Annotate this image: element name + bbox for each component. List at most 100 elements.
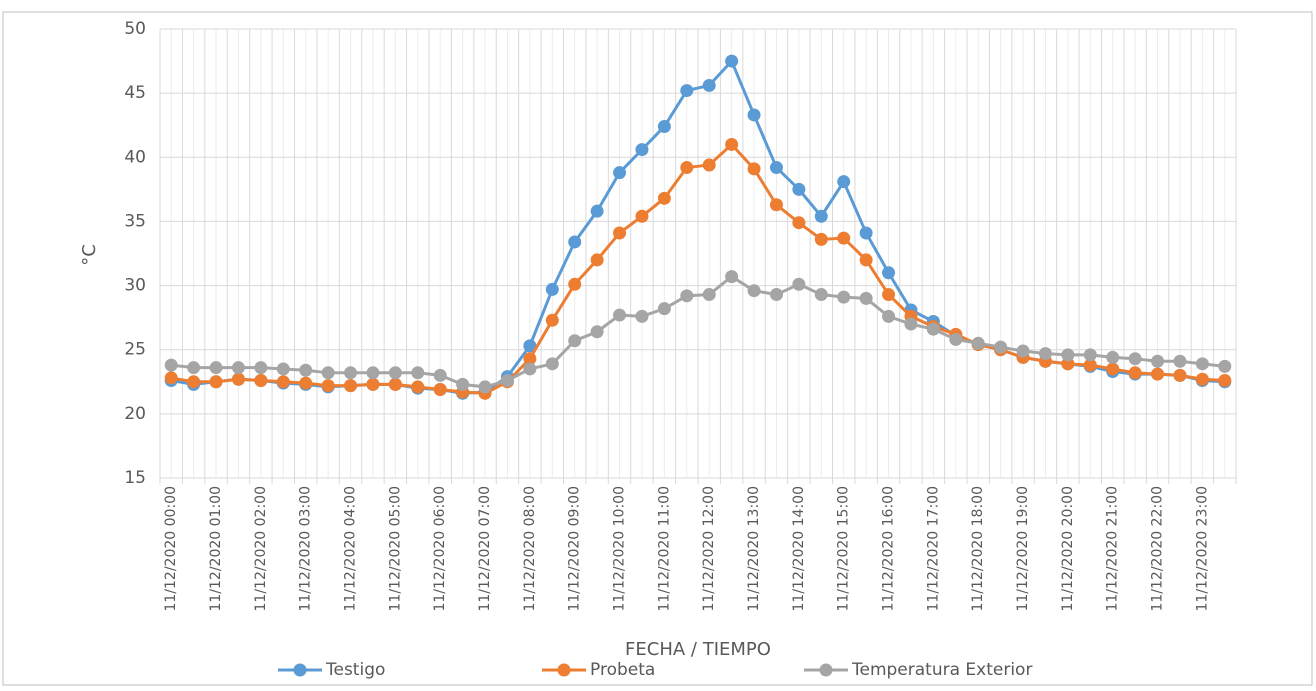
point-marker <box>1061 357 1075 371</box>
point-marker <box>837 175 851 189</box>
point-marker <box>388 377 402 391</box>
point-marker <box>859 226 873 240</box>
point-marker <box>590 325 604 339</box>
y-axis-title: °C <box>79 244 100 266</box>
point-marker <box>702 78 716 92</box>
legend-label: Temperatura Exterior <box>851 660 1032 680</box>
x-tick-label: 11/12/2020 22:00 <box>1150 486 1166 612</box>
point-marker <box>231 361 245 375</box>
point-marker <box>568 334 582 348</box>
point-marker <box>344 366 358 380</box>
point-marker <box>187 375 201 389</box>
x-tick-label: 11/12/2020 03:00 <box>298 486 314 612</box>
point-marker <box>882 288 896 302</box>
x-tick-label: 11/12/2020 14:00 <box>791 486 807 612</box>
point-marker <box>792 182 806 196</box>
point-marker <box>209 361 223 375</box>
x-tick-label: 11/12/2020 23:00 <box>1194 486 1210 612</box>
point-marker <box>702 288 716 302</box>
point-marker <box>231 372 245 386</box>
legend-label: Probeta <box>590 660 655 680</box>
point-marker <box>545 313 559 327</box>
point-marker <box>1128 366 1142 380</box>
x-tick-label: 11/12/2020 20:00 <box>1060 486 1076 612</box>
point-marker <box>635 209 649 223</box>
point-marker <box>1173 368 1187 382</box>
point-marker <box>1106 362 1120 376</box>
point-marker <box>276 375 290 389</box>
x-tick-label: 11/12/2020 21:00 <box>1105 486 1121 612</box>
point-marker <box>769 288 783 302</box>
x-tick-label: 11/12/2020 15:00 <box>836 486 852 612</box>
y-tick-label: 20 <box>124 404 146 424</box>
point-marker <box>994 340 1008 354</box>
point-marker <box>500 374 514 388</box>
point-marker <box>613 308 627 322</box>
point-marker <box>209 375 223 389</box>
x-tick-label: 11/12/2020 04:00 <box>343 486 359 612</box>
point-marker <box>725 137 739 151</box>
point-marker <box>657 302 671 316</box>
point-marker <box>680 84 694 98</box>
point-marker <box>411 366 425 380</box>
point-marker <box>657 119 671 133</box>
point-marker <box>299 363 313 377</box>
point-marker <box>321 379 335 393</box>
point-marker <box>792 216 806 230</box>
point-marker <box>366 377 380 391</box>
point-marker <box>545 357 559 371</box>
point-marker <box>590 204 604 218</box>
point-marker <box>1083 348 1097 362</box>
point-marker <box>523 352 537 366</box>
x-tick-label: 11/12/2020 07:00 <box>477 486 493 612</box>
x-tick-label: 11/12/2020 19:00 <box>1015 486 1031 612</box>
point-marker <box>792 277 806 291</box>
x-tick-label: 11/12/2020 10:00 <box>612 486 628 612</box>
point-marker <box>949 332 963 346</box>
x-tick-label: 11/12/2020 13:00 <box>746 486 762 612</box>
point-marker <box>523 362 537 376</box>
point-marker <box>769 198 783 212</box>
point-marker <box>187 361 201 375</box>
point-marker <box>164 358 178 372</box>
x-axis-title: FECHA / TIEMPO <box>625 639 771 660</box>
point-marker <box>366 366 380 380</box>
point-marker <box>590 253 604 267</box>
point-marker <box>545 282 559 296</box>
point-marker <box>388 366 402 380</box>
x-tick-label: 11/12/2020 05:00 <box>387 486 403 612</box>
x-tick-label: 11/12/2020 17:00 <box>925 486 941 612</box>
point-marker <box>680 161 694 175</box>
point-marker <box>321 366 335 380</box>
point-marker <box>837 231 851 245</box>
point-marker <box>725 54 739 68</box>
x-tick-label: 11/12/2020 02:00 <box>253 486 269 612</box>
point-marker <box>456 377 470 391</box>
point-marker <box>299 376 313 390</box>
point-marker <box>747 162 761 176</box>
legend-label: Testigo <box>325 660 385 680</box>
point-marker <box>837 290 851 304</box>
point-marker <box>276 362 290 376</box>
point-marker <box>882 266 896 280</box>
point-marker <box>523 339 537 353</box>
y-tick-label: 25 <box>124 340 146 360</box>
point-marker <box>859 253 873 267</box>
point-marker <box>1218 374 1232 388</box>
point-marker <box>344 379 358 393</box>
y-tick-label: 35 <box>124 211 146 231</box>
x-tick-label: 11/12/2020 11:00 <box>656 486 672 612</box>
y-tick-label: 30 <box>124 276 146 296</box>
legend-marker <box>557 663 571 677</box>
point-marker <box>254 361 268 375</box>
point-marker <box>478 380 492 394</box>
point-marker <box>926 322 940 336</box>
y-tick-label: 15 <box>124 468 146 488</box>
point-marker <box>1016 344 1030 358</box>
legend-marker <box>819 663 833 677</box>
point-marker <box>882 309 896 323</box>
point-marker <box>1195 372 1209 386</box>
point-marker <box>814 288 828 302</box>
point-marker <box>254 374 268 388</box>
point-marker <box>1061 348 1075 362</box>
